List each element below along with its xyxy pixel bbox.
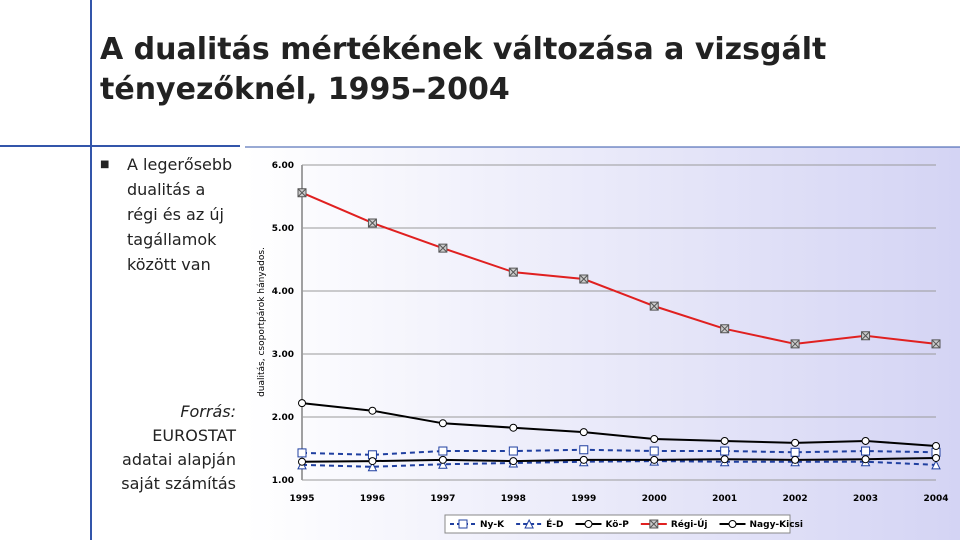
legend-label: É-D <box>546 518 563 530</box>
marker <box>861 446 871 456</box>
x-tick-label: 2000 <box>642 494 667 504</box>
marker <box>790 339 800 349</box>
y-tick-label: 6.00 <box>272 161 294 171</box>
marker <box>720 436 729 445</box>
x-tick-label: 1999 <box>571 494 596 504</box>
marker <box>438 459 448 469</box>
marker <box>649 301 659 311</box>
marker <box>931 459 941 470</box>
marker <box>509 423 518 432</box>
marker <box>438 455 447 464</box>
marker <box>584 520 593 528</box>
x-tick-label: 2001 <box>712 494 737 504</box>
series-line <box>301 448 937 456</box>
marker <box>649 446 659 456</box>
legend-label: Kö-P <box>605 520 629 530</box>
x-tick-label: 1998 <box>501 494 526 504</box>
marker <box>649 519 659 529</box>
marker <box>579 445 589 455</box>
y-tick-label: 4.00 <box>272 287 294 297</box>
marker <box>438 446 448 456</box>
marker <box>579 455 588 464</box>
marker <box>931 339 941 349</box>
marker <box>297 188 307 198</box>
rule <box>90 0 92 540</box>
x-tick-label: 1995 <box>289 494 314 504</box>
series-line <box>301 456 937 463</box>
x-tick-label: 2004 <box>923 494 948 504</box>
source-text: EUROSTAT adatai alapján saját számítás <box>121 426 236 493</box>
marker <box>861 455 870 464</box>
marker <box>650 455 659 464</box>
y-axis-label: dualitás, csoportpárok hányados. <box>257 247 267 397</box>
marker <box>791 455 800 464</box>
marker <box>650 435 659 444</box>
bullet-text: A legerősebb dualitás a régi és az új ta… <box>127 155 233 274</box>
source: Forrás: EUROSTAT adatai alapján saját sz… <box>100 400 236 496</box>
marker <box>508 446 518 456</box>
marker <box>297 448 307 458</box>
marker <box>579 428 588 437</box>
marker <box>524 518 534 529</box>
bullet-marker: ■ <box>100 159 110 170</box>
marker <box>368 457 377 466</box>
marker <box>509 457 518 466</box>
marker <box>791 438 800 447</box>
x-tick-label: 2003 <box>853 494 878 504</box>
y-tick-label: 5.00 <box>272 224 294 234</box>
marker <box>458 519 468 529</box>
marker <box>932 453 940 462</box>
marker <box>720 446 730 456</box>
marker <box>438 243 448 253</box>
marker <box>298 457 306 466</box>
marker <box>861 436 870 445</box>
y-tick-label: 1.00 <box>272 476 294 486</box>
series-line <box>301 191 937 345</box>
x-tick-label: 1997 <box>430 494 455 504</box>
rule <box>0 145 240 147</box>
marker <box>720 324 730 334</box>
y-tick-label: 2.00 <box>272 413 294 423</box>
marker <box>368 406 377 415</box>
marker <box>579 274 589 284</box>
marker <box>861 331 871 341</box>
slide-title: A dualitás mértékének változása a vizsgá… <box>100 32 827 107</box>
marker <box>298 399 306 408</box>
marker <box>720 455 729 464</box>
legend-label: Régi-Új <box>671 518 708 530</box>
legend-label: Ny-K <box>480 520 505 530</box>
chart-background <box>245 147 960 540</box>
marker <box>367 461 378 472</box>
marker <box>367 218 377 228</box>
series-line <box>301 460 937 468</box>
marker <box>932 441 940 450</box>
marker <box>728 520 737 528</box>
marker <box>438 419 447 428</box>
marker <box>790 447 800 457</box>
x-tick-label: 1996 <box>360 494 385 504</box>
source-label: Forrás: <box>180 402 236 421</box>
marker <box>508 267 518 277</box>
legend-label: Nagy-Kicsi <box>750 520 804 530</box>
y-tick-label: 3.00 <box>272 350 294 360</box>
x-tick-label: 2002 <box>783 494 808 504</box>
series-line <box>301 402 937 447</box>
